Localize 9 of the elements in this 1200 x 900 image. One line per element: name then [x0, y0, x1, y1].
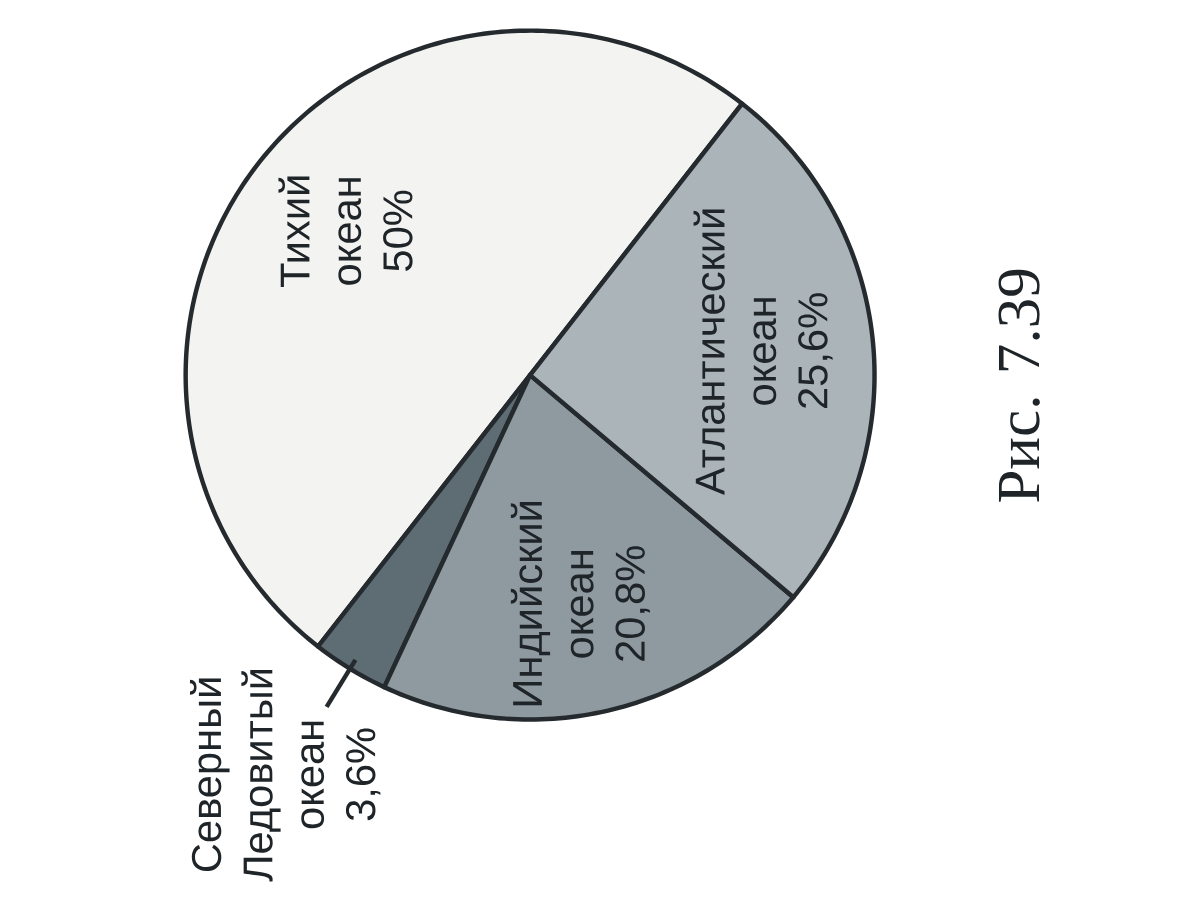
text: Рис. 7.39	[998, 269, 1040, 502]
slice-label: Атлантический океан	[693, 209, 777, 496]
slice-label: Северный Ледовитый океан	[189, 669, 325, 882]
slice-label: Индийский океан	[510, 501, 594, 706]
data-label: 3,6%	[345, 728, 381, 821]
data-label: 20,8%	[615, 546, 650, 661]
data-label: 50%	[383, 190, 413, 271]
slice-label: Тихий океан	[278, 176, 362, 288]
data-label: 25,6%	[798, 293, 833, 408]
